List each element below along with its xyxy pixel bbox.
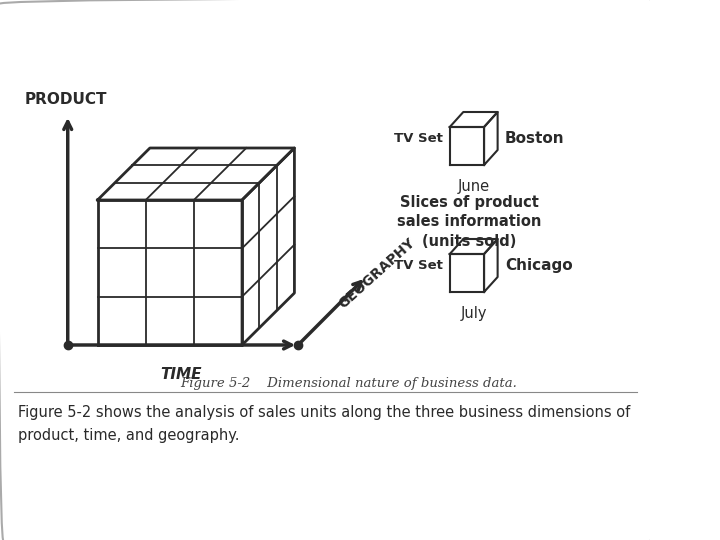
Text: June: June [458, 179, 490, 194]
Text: TV Set: TV Set [394, 259, 443, 272]
Text: product, time, and geography.: product, time, and geography. [18, 428, 240, 443]
Text: TV Set: TV Set [394, 132, 443, 145]
Text: July: July [460, 306, 487, 321]
Text: Figure 5-2    Dimensional nature of business data.: Figure 5-2 Dimensional nature of busines… [181, 377, 518, 390]
Text: PRODUCT: PRODUCT [24, 92, 107, 107]
Text: Boston: Boston [505, 131, 564, 146]
Text: GEOGRAPHY: GEOGRAPHY [336, 235, 418, 311]
Text: Figure 5-2 shows the analysis of sales units along the three business dimensions: Figure 5-2 shows the analysis of sales u… [18, 405, 630, 420]
Text: TIME: TIME [160, 367, 202, 382]
Text: Slices of product
sales information
(units sold): Slices of product sales information (uni… [397, 195, 542, 249]
Text: Chicago: Chicago [505, 258, 572, 273]
